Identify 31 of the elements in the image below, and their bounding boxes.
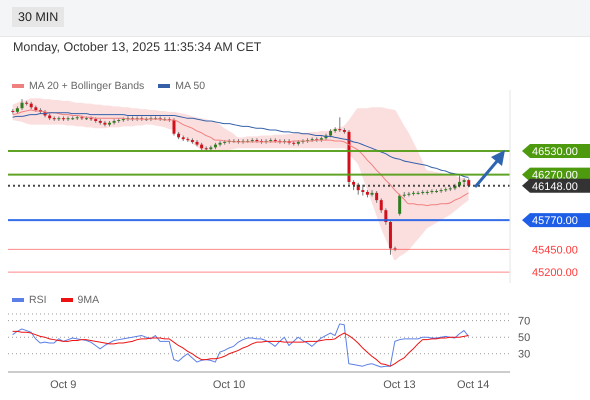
x-tick-label: Oct 14 — [456, 378, 490, 391]
y-tick-label: 45200.00 — [532, 267, 578, 280]
candlestick — [398, 193, 402, 216]
y-tick-label: 46148.00 — [532, 180, 578, 193]
candlestick — [467, 178, 470, 188]
candlestick — [380, 198, 383, 214]
line-series — [12, 323, 470, 368]
candlestick — [20, 98, 24, 111]
candlestick — [352, 180, 356, 191]
legend-label: 9MA — [78, 294, 100, 306]
legend-label: RSI — [29, 294, 47, 306]
legend-label: MA 20 + Bollinger Bands — [29, 80, 144, 92]
x-tick-label: Oct 10 — [212, 378, 246, 391]
x-tick-label: Oct 13 — [383, 378, 416, 391]
x-tick-label: Oct 9 — [50, 378, 76, 391]
candlestick — [338, 116, 342, 132]
legend-label: MA 50 — [175, 80, 206, 92]
y-tick-label: 70 — [518, 316, 530, 328]
candlestick — [375, 190, 378, 204]
y-tick-label: 45770.00 — [532, 215, 578, 228]
y-tick-label: 46270.00 — [532, 170, 578, 182]
y-tick-label: 45450.00 — [532, 244, 578, 256]
line-series — [12, 330, 470, 367]
candlestick — [361, 184, 364, 196]
y-tick-label: 46530.00 — [532, 146, 578, 158]
line-series — [12, 112, 470, 178]
y-tick-label: 30 — [518, 348, 530, 361]
y-tick-label: 50 — [518, 332, 530, 344]
chart-subtitle: Monday, October 13, 2025 11:35:34 AM CET — [13, 40, 262, 54]
text: 30 MIN — [12, 7, 64, 27]
candlestick — [172, 118, 176, 136]
